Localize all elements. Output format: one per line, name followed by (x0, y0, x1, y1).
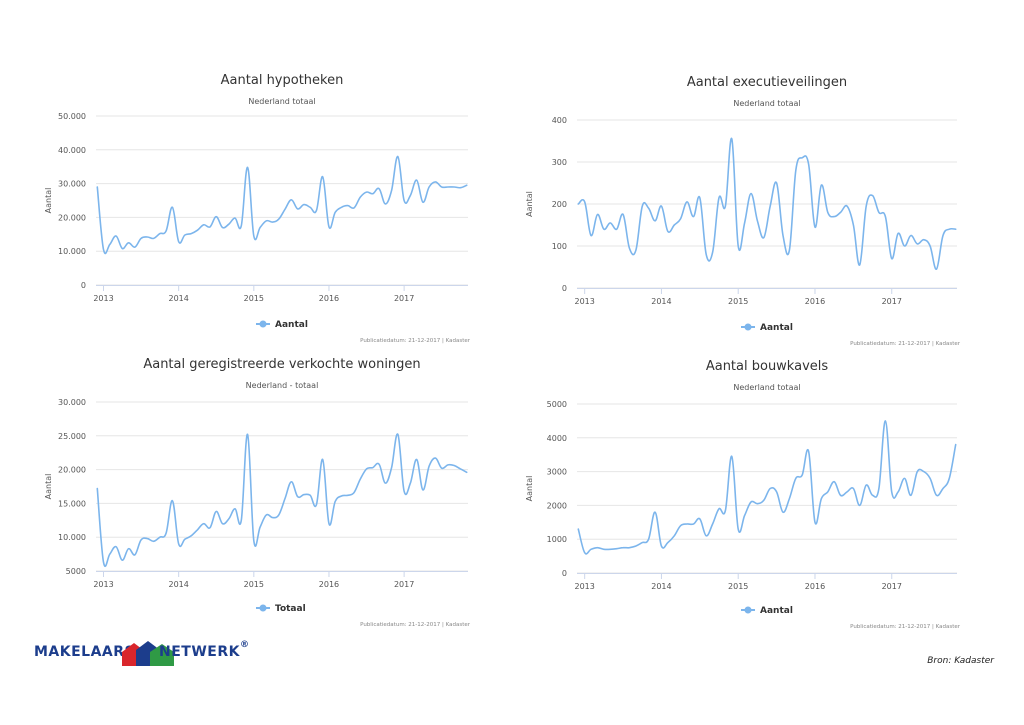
y-tick-label: 40.000 (58, 146, 86, 155)
series-line (577, 137, 957, 270)
x-tick-label: 2016 (319, 580, 339, 589)
y-tick-label: 20.000 (58, 466, 86, 475)
source-note: Bron: Kadaster (927, 656, 994, 666)
x-tick-label: 2017 (394, 580, 414, 589)
legend-marker-icon (259, 604, 267, 612)
chart-subtitle: Nederland totaal (248, 97, 315, 106)
y-tick-label: 300 (552, 158, 567, 167)
y-tick-label: 0 (81, 281, 86, 290)
chart-hypotheken: Aantal hypotheken Nederland totaal 0 10.000… (30, 62, 480, 352)
legend-item[interactable]: Aantal (741, 323, 793, 333)
series-line (96, 433, 468, 568)
chart-credit[interactable]: Publicatiedatum: 21-12-2017 | Kadaster (850, 624, 961, 630)
x-tick-label: 2014 (651, 297, 671, 306)
x-tick-label: 2014 (651, 582, 671, 591)
y-axis-label: Aantal (525, 191, 534, 217)
x-tick-label: 2016 (805, 297, 825, 306)
x-tick-label: 2013 (93, 294, 113, 303)
y-tick-label: 3000 (547, 468, 567, 477)
chart-subtitle: Nederland totaal (733, 383, 800, 392)
chart-title: Aantal geregistreerde verkochte woningen (143, 357, 420, 372)
x-tick-label: 2017 (882, 297, 902, 306)
y-tick-label: 1000 (547, 535, 567, 544)
x-tick-label: 2014 (168, 580, 188, 589)
y-tick-label: 25.000 (58, 432, 86, 441)
y-tick-label: 10.000 (58, 247, 86, 256)
series-line (577, 420, 957, 555)
y-tick-label: 30.000 (58, 180, 86, 189)
makelaars-netwerk-logo: MAKELAARS NETWERK ® (34, 640, 294, 670)
x-tick-label: 2017 (882, 582, 902, 591)
y-axis-label: Aantal (525, 476, 534, 502)
chart-title: Aantal bouwkavels (706, 359, 829, 374)
y-tick-label: 400 (552, 116, 567, 125)
chart-subtitle: Nederland - totaal (246, 381, 319, 390)
y-tick-label: 20.000 (58, 213, 86, 222)
y-tick-label: 4000 (547, 434, 567, 443)
x-tick-label: 2015 (728, 582, 748, 591)
chart-credit[interactable]: Publicatiedatum: 21-12-2017 | Kadaster (360, 622, 471, 628)
x-tick-label: 2013 (574, 582, 594, 591)
chart-credit[interactable]: Publicatiedatum: 21-12-2017 | Kadaster (850, 341, 961, 347)
y-tick-label: 50.000 (58, 112, 86, 121)
y-tick-label: 0 (562, 569, 567, 578)
legend-marker-icon (744, 323, 752, 331)
legend-marker-icon (259, 320, 267, 328)
y-tick-label: 200 (552, 200, 567, 209)
chart-title: Aantal hypotheken (221, 73, 344, 88)
y-tick-label: 100 (552, 242, 567, 251)
legend-label: Aantal (275, 320, 308, 330)
chart-executieveilingen: Aantal executieveilingen Nederland totaal… (525, 66, 970, 356)
legend-item[interactable]: Totaal (256, 604, 306, 614)
legend-marker-icon (744, 606, 752, 614)
houses-logo-icon (122, 641, 174, 666)
y-tick-label: 5000 (66, 567, 86, 576)
legend-label: Aantal (760, 323, 793, 333)
y-tick-label: 2000 (547, 501, 567, 510)
x-tick-label: 2016 (319, 294, 339, 303)
y-tick-label: 30.000 (58, 398, 86, 407)
chart-title: Aantal executieveilingen (687, 75, 847, 90)
y-tick-label: 15.000 (58, 499, 86, 508)
y-axis-label: Aantal (44, 474, 53, 500)
y-axis-label: Aantal (44, 188, 53, 214)
y-tick-label: 10.000 (58, 533, 86, 542)
x-tick-label: 2015 (244, 580, 264, 589)
chart-subtitle: Nederland totaal (733, 99, 800, 108)
x-tick-label: 2015 (244, 294, 264, 303)
x-tick-label: 2013 (574, 297, 594, 306)
chart-bouwkavels: Aantal bouwkavels Nederland totaal 0 1000 20… (525, 350, 970, 640)
x-tick-label: 2013 (93, 580, 113, 589)
y-tick-label: 0 (562, 284, 567, 293)
chart-verkochte-woningen: Aantal geregistreerde verkochte woningen… (30, 348, 480, 638)
legend-label: Aantal (760, 606, 793, 616)
series-line (96, 155, 468, 255)
x-tick-label: 2017 (394, 294, 414, 303)
legend-item[interactable]: Aantal (256, 320, 308, 330)
legend-label: Totaal (275, 604, 306, 614)
legend-item[interactable]: Aantal (741, 606, 793, 616)
x-tick-label: 2015 (728, 297, 748, 306)
logo-registered-mark: ® (240, 640, 250, 650)
logo-text-left: MAKELAARS (34, 644, 136, 660)
chart-credit[interactable]: Publicatiedatum: 21-12-2017 | Kadaster (360, 338, 471, 344)
logo-text-right: NETWERK (159, 644, 240, 660)
x-tick-label: 2014 (168, 294, 188, 303)
x-tick-label: 2016 (805, 582, 825, 591)
y-tick-label: 5000 (547, 400, 567, 409)
